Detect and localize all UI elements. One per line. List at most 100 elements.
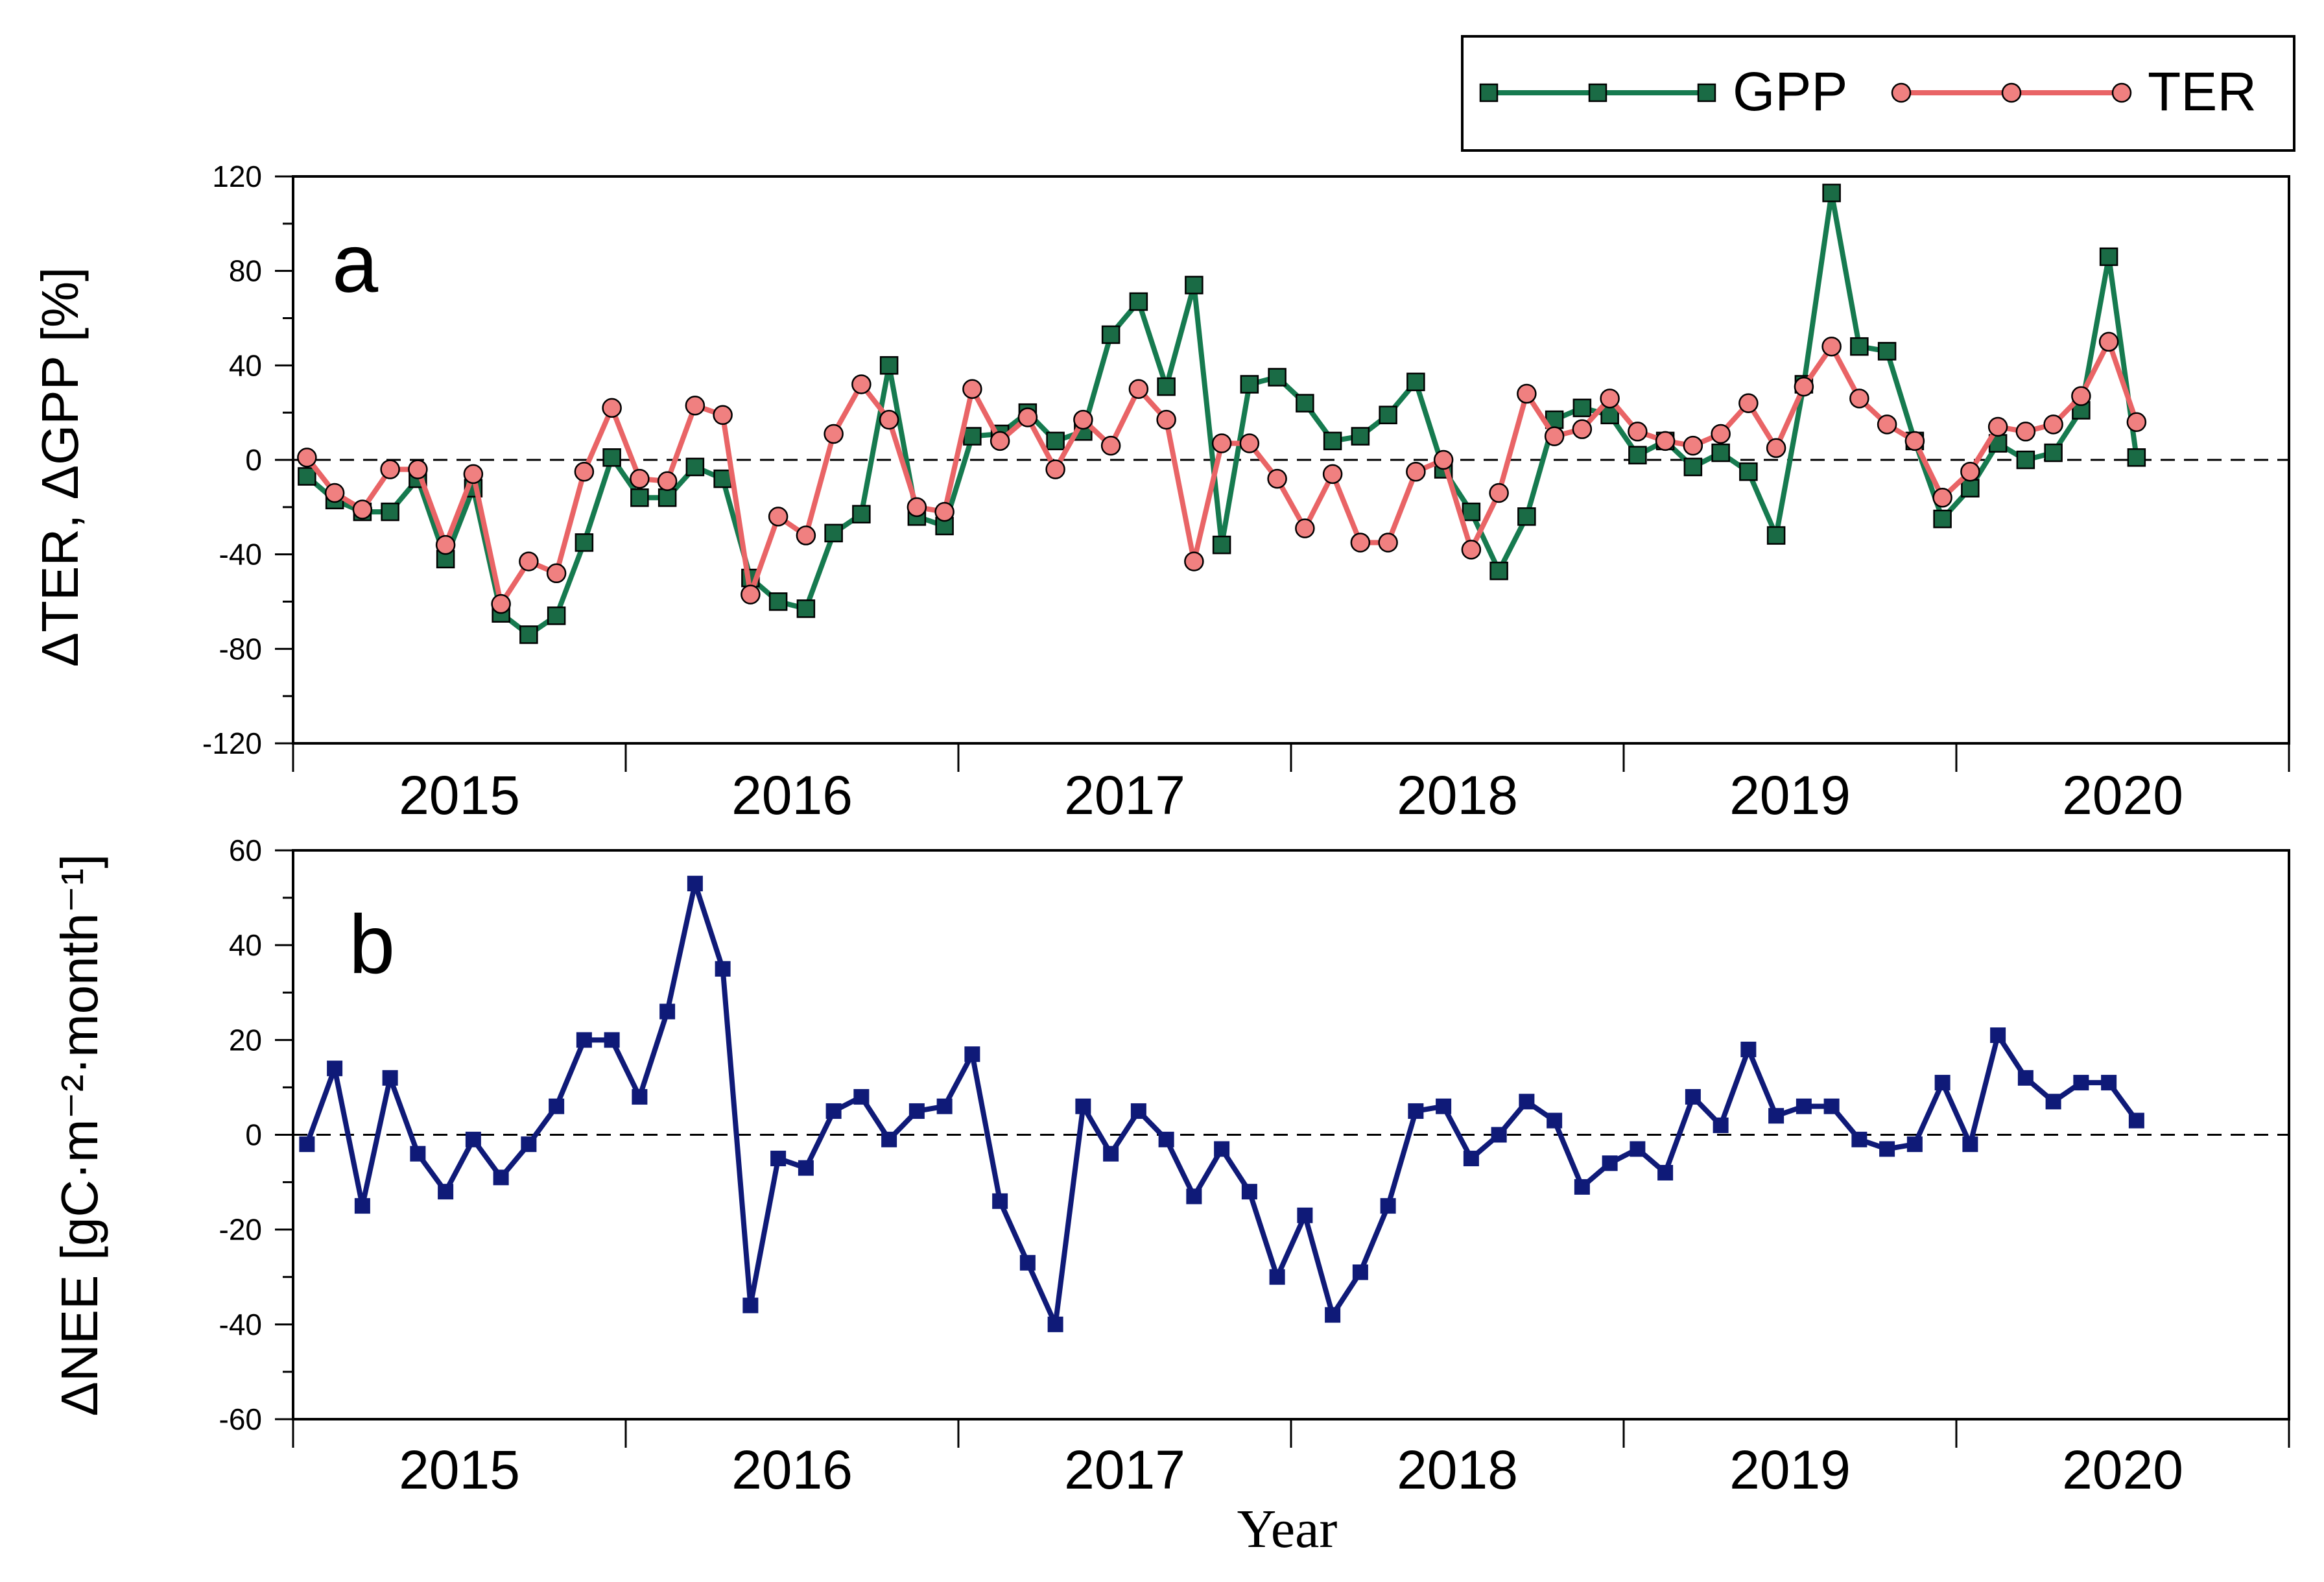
data-point [1711,443,1730,462]
data-point [519,551,539,571]
data-point [1017,407,1038,427]
data-point [602,448,621,467]
legend-ter-label: TER [2148,61,2257,122]
data-point [521,1136,537,1153]
data-point [1408,1103,1424,1119]
y-tick-label: 120 [212,160,262,193]
data-point [798,1160,814,1176]
data-point [519,625,538,644]
data-point [1352,1264,1368,1280]
data-point [1740,1041,1757,1057]
data-point [1156,409,1176,430]
data-point [1297,1207,1313,1223]
data-point [297,448,317,468]
x-year-label: 2019 [1729,1439,1851,1500]
data-point [1683,435,1703,456]
data-point [1212,535,1231,555]
data-point [963,427,982,446]
y-tick-label: 60 [229,833,262,867]
data-point [1711,424,1731,444]
data-point [1046,431,1065,451]
data-point [1655,431,1676,451]
data-point [1158,1131,1174,1147]
data-point [1683,457,1703,477]
data-point [381,502,399,521]
data-point [1600,389,1620,409]
data-point [768,592,788,611]
data-point [1960,461,1980,482]
data-point [1379,405,1397,425]
data-point [1794,376,1814,397]
data-point [936,1098,953,1114]
data-point [742,1297,759,1313]
data-point [576,1032,592,1048]
panel-a-y-ticks: 120 80 40 0 -40 -80 -120 [202,160,293,760]
data-point [1323,431,1342,451]
panel-a-letter: a [332,217,379,310]
panel-b-series [299,876,2144,1332]
data-point [547,606,566,625]
data-point [907,497,927,518]
data-point [1906,1136,1923,1153]
data-point [435,534,456,555]
series-markers-ter [297,331,2147,614]
data-point [1075,1098,1091,1114]
data-point [1990,1027,2006,1044]
x-year-label: 2019 [1729,765,1851,826]
x-axis-title: Year [1237,1499,1338,1559]
data-point [1491,1127,1507,1143]
data-point [881,1131,897,1147]
data-point [1463,1151,1479,1167]
data-point [2045,1094,2061,1110]
data-point [1047,1316,1063,1332]
data-point [2128,1112,2144,1129]
data-point [1241,1184,1257,1200]
data-point [1045,459,1065,479]
panel-b: 60 40 20 0 -20 -40 -60 2015 2016 2017 2018 2019 202… [51,833,2290,1500]
data-point [1436,1098,1452,1114]
series-markers-gpp [298,184,2146,644]
data-point [1544,426,1565,446]
data-point [1850,337,1869,356]
legend-gpp-label: GPP [1733,61,1847,122]
data-point [687,876,703,892]
data-point [879,356,899,375]
data-point [1489,561,1508,581]
data-point [1877,414,1897,435]
data-point [657,471,678,492]
data-point [1489,483,1509,503]
legend-ter-marker [2111,82,2132,103]
data-point [962,379,982,399]
data-point [2126,412,2147,432]
data-point [1101,325,1120,344]
data-point [934,501,954,522]
data-point [1766,438,1786,459]
x-year-label: 2016 [731,765,853,826]
data-point [1325,1307,1341,1323]
panel-b-x-ticks: 2015 2016 2017 2018 2019 2020 [292,1419,2290,1500]
legend-ter-marker [2001,82,2022,103]
legend-ter-sample [1891,82,2132,103]
data-point [1796,1098,1812,1114]
y-tick-label: 80 [229,254,262,288]
y-tick-label: -20 [219,1213,262,1247]
panel-a-series [297,184,2147,644]
legend: GPP TER [1461,35,2295,152]
data-point [1766,526,1786,545]
panel-b-y-ticks: 60 40 20 0 -20 -40 -60 [219,833,293,1436]
data-point [1572,398,1592,418]
data-point [1961,479,1980,497]
data-point [1100,435,1121,456]
data-point [1628,422,1648,442]
legend-ter-marker [1891,82,1912,103]
data-point [1378,533,1398,553]
y-tick-label: 20 [229,1023,262,1057]
data-point [632,1089,648,1105]
data-point [713,469,732,488]
data-point [1214,1141,1230,1157]
x-year-label: 2018 [1397,1439,1518,1500]
data-point [770,1151,787,1167]
data-point [851,374,872,394]
x-year-label: 2020 [2062,765,2183,826]
data-point [658,488,677,507]
